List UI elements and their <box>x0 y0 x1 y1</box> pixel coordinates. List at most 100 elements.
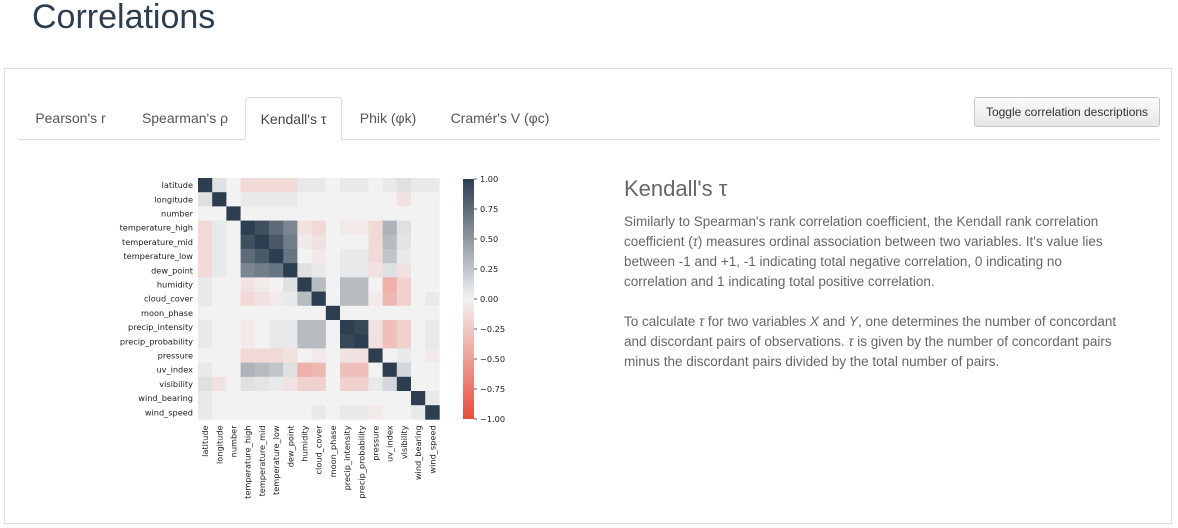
column-label: temperature_high <box>243 425 253 498</box>
heatmap-cell <box>354 391 369 406</box>
heatmap-cell <box>368 320 383 335</box>
heatmap-cell <box>382 263 398 278</box>
heatmap-cell <box>283 334 298 349</box>
heatmap-cell <box>425 206 440 221</box>
heatmap-cell <box>198 405 213 420</box>
heatmap-cell <box>325 291 341 307</box>
heatmap-cell <box>297 334 312 349</box>
heatmap-cell <box>382 348 398 363</box>
row-label: uv_index <box>156 365 193 375</box>
heatmap-cell <box>325 263 341 278</box>
heatmap-cell <box>325 405 341 420</box>
heatmap-cell <box>382 220 398 236</box>
colorbar-tick-label: 0.50 <box>480 234 498 244</box>
heatmap-cell <box>396 362 412 378</box>
heatmap-cell <box>425 234 440 250</box>
heatmap-cell <box>212 234 227 250</box>
heatmap-cell <box>396 206 412 221</box>
heatmap-cell <box>212 178 227 193</box>
toggle-descriptions-button[interactable]: Toggle correlation descriptions <box>974 97 1160 127</box>
heatmap-cell <box>425 291 440 307</box>
heatmap-cell <box>354 220 369 236</box>
description-paragraph-1: Similarly to Spearman's rank correlation… <box>624 214 1103 289</box>
heatmap-cell <box>283 234 298 250</box>
heatmap-cell <box>212 305 227 321</box>
heatmap-cell <box>283 376 298 392</box>
heatmap-cell <box>325 249 341 264</box>
heatmap-cell <box>325 305 341 321</box>
heatmap-cell <box>240 206 256 221</box>
heatmap-cell <box>297 320 312 335</box>
heatmap-cell <box>340 249 355 264</box>
heatmap-cell <box>269 391 284 406</box>
heatmap-cell <box>382 206 398 221</box>
tab-spearman[interactable]: Spearman's ρ <box>141 110 229 126</box>
colorbar-tick-label: −1.00 <box>480 414 505 424</box>
heatmap-cell <box>368 334 383 349</box>
heatmap-cell <box>340 220 355 236</box>
heatmap-cell <box>396 220 412 236</box>
heatmap-cell <box>425 376 440 392</box>
heatmap-cell <box>212 334 227 349</box>
heatmap-cell <box>212 405 227 420</box>
row-label: humidity <box>157 280 193 290</box>
column-label: uv_index <box>385 425 395 462</box>
heatmap-cell <box>297 263 312 278</box>
heatmap-cell <box>212 263 227 278</box>
heatmap-cell <box>368 277 383 292</box>
heatmap-cell <box>411 362 426 378</box>
heatmap-cell <box>325 277 341 292</box>
heatmap-cell <box>354 192 369 207</box>
heatmap-cell <box>269 178 284 193</box>
column-label: number <box>229 425 239 458</box>
heatmap-cell <box>269 206 284 221</box>
tab-cramers-v[interactable]: Cramér's V (φc) <box>450 110 550 126</box>
heatmap-cell <box>240 234 256 250</box>
heatmap-cell <box>354 178 369 193</box>
kendall-heatmap: latitudelongitudenumbertemperature_hight… <box>120 174 506 499</box>
row-label: longitude <box>154 194 193 204</box>
tab-kendall[interactable]: Kendall's τ <box>245 97 342 140</box>
heatmap-cell <box>283 263 298 278</box>
heatmap-cell <box>269 277 284 292</box>
row-label: pressure <box>158 351 193 361</box>
heatmap-cell <box>311 405 327 420</box>
heatmap-cell <box>226 234 241 250</box>
heatmap-cell <box>411 192 426 207</box>
heatmap-cell <box>212 220 227 236</box>
heatmap-cell <box>354 263 369 278</box>
heatmap-cell <box>254 305 270 321</box>
tab-pearson[interactable]: Pearson's r <box>35 110 106 126</box>
heatmap-cell <box>254 234 270 250</box>
heatmap-cell <box>354 234 369 250</box>
heatmap-cell <box>226 277 241 292</box>
heatmap-cell <box>240 178 256 193</box>
heatmap-cell <box>340 192 355 207</box>
heatmap-cell <box>368 348 383 363</box>
heatmap-cell <box>226 178 241 193</box>
heatmap-cell <box>311 178 327 193</box>
heatmap-cell <box>396 249 412 264</box>
heatmap-cell <box>325 362 341 378</box>
heatmap-cell <box>425 391 440 406</box>
heatmap-cell <box>269 320 284 335</box>
tab-phik[interactable]: Phik (φk) <box>359 110 417 126</box>
heatmap-cell <box>198 305 213 321</box>
heatmap-cell <box>240 391 256 406</box>
heatmap-cell <box>411 249 426 264</box>
heatmap-cell <box>297 291 312 307</box>
heatmap-cell <box>425 362 440 378</box>
heatmap-cell <box>212 348 227 363</box>
heatmap-cell <box>411 348 426 363</box>
heatmap-cell <box>368 405 383 420</box>
heatmap-cell <box>368 192 383 207</box>
heatmap-cell <box>325 391 341 406</box>
heatmap-cell <box>198 291 213 307</box>
heatmap-cell <box>297 220 312 236</box>
heatmap-cell <box>283 178 298 193</box>
heatmap-cell <box>368 249 383 264</box>
column-label: cloud_cover <box>314 425 324 475</box>
heatmap-cell <box>425 277 440 292</box>
heatmap-cell <box>311 234 327 250</box>
heatmap-cell <box>325 206 341 221</box>
